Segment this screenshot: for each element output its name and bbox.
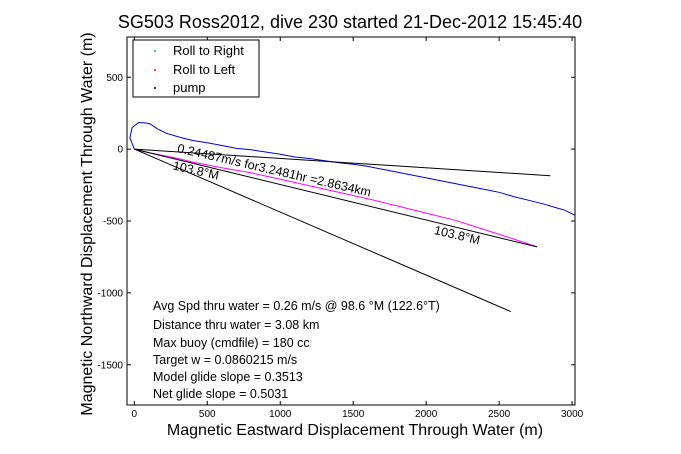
- chart-title: SG503 Ross2012, dive 230 started 21-Dec-…: [118, 12, 582, 32]
- legend-marker-pump: [154, 87, 156, 89]
- legend-box: [132, 39, 260, 98]
- series-line-3: [134, 148, 538, 248]
- y-tick-label: -1000: [97, 288, 123, 299]
- y-tick-label: -500: [103, 217, 123, 228]
- legend-entry-pump: pump: [173, 80, 206, 95]
- stat-avg-speed: Avg Spd thru water = 0.26 m/s @ 98.6 °M …: [153, 299, 440, 313]
- stat-target-w: Target w = 0.0860215 m/s: [153, 353, 297, 367]
- series-line-1: [134, 148, 538, 248]
- x-tick-label: 1500: [342, 409, 365, 420]
- stat-max-buoy: Max buoy (cmdfile) = 180 cc: [153, 336, 310, 350]
- legend-entry-roll-left: Roll to Left: [173, 62, 236, 77]
- x-tick-label: 0: [132, 409, 138, 420]
- legend-entry-roll-right: Roll to Right: [173, 43, 244, 58]
- y-tick-label: -1500: [97, 360, 123, 371]
- x-tick-label: 2500: [488, 409, 511, 420]
- y-tick-label: 500: [106, 73, 123, 84]
- stat-model-glide-slope: Model glide slope = 0.3513: [153, 370, 303, 384]
- stat-distance: Distance thru water = 3.08 km: [153, 318, 319, 332]
- x-tick-label: 2000: [415, 409, 438, 420]
- legend-marker-roll-left: [154, 69, 156, 71]
- series-layer: [129, 121, 575, 313]
- stat-net-glide-slope: Net glide slope = 0.5031: [153, 387, 288, 401]
- series-line-2: [134, 148, 551, 177]
- x-axis-label: Magnetic Eastward Displacement Through W…: [167, 422, 543, 439]
- stats-block: Avg Spd thru water = 0.26 m/s @ 98.6 °M …: [153, 299, 440, 401]
- y-axis-label: Magnetic Northward Displacement Through …: [79, 32, 96, 415]
- legend-marker-roll-right: [154, 50, 156, 52]
- tick-layer: 0 500 1000 1500 2000 2500 3000 -1500 -1000 -500 0 5…: [97, 37, 584, 420]
- y-tick-label: 0: [117, 145, 123, 156]
- legend: Roll to Right Roll to Left pump: [132, 39, 260, 98]
- series-line-4: [134, 148, 511, 313]
- x-tick-label: 1000: [269, 409, 292, 420]
- x-tick-label: 3000: [561, 409, 584, 420]
- x-tick-label: 500: [199, 409, 216, 420]
